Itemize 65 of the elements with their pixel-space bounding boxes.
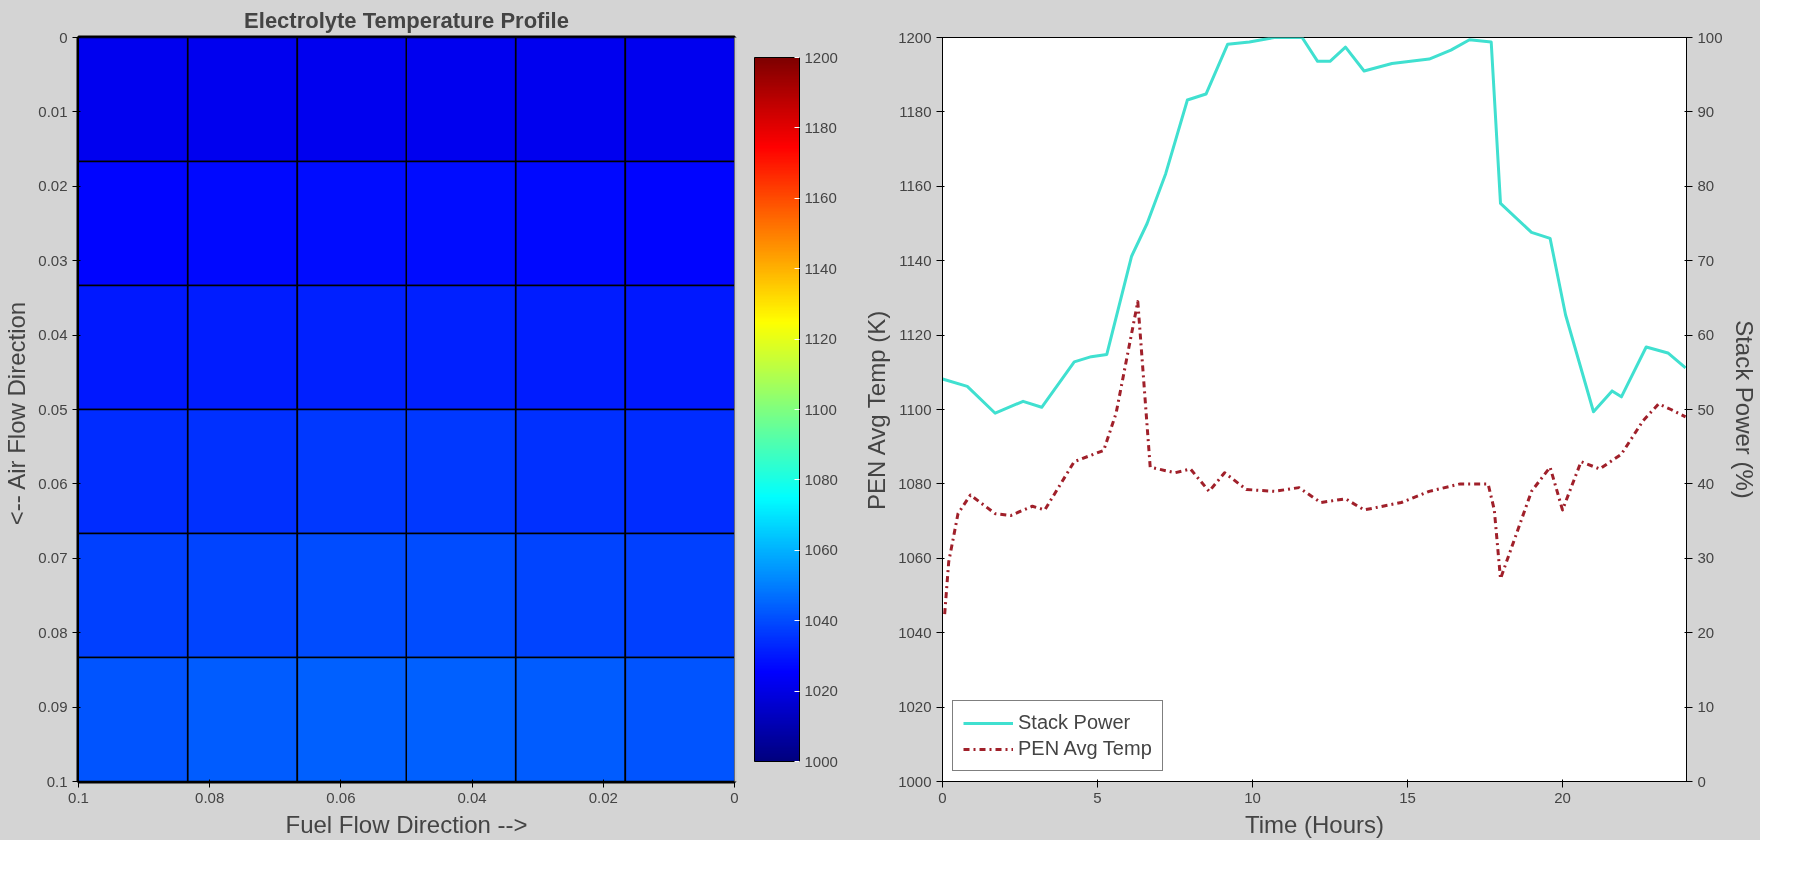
y2-tick-label: 20 bbox=[1697, 623, 1715, 641]
x-tick-label: 20 bbox=[1554, 788, 1571, 806]
y-tick-label: 1060 bbox=[898, 549, 932, 567]
y-tick-label: 0.1 bbox=[46, 772, 68, 790]
line-series bbox=[942, 37, 1687, 415]
x-tick-label: 0.06 bbox=[326, 788, 356, 806]
color-bar-label: 1060 bbox=[804, 541, 838, 559]
y-tick-label: 0.02 bbox=[38, 177, 68, 195]
y-tick-label: 1200 bbox=[898, 28, 932, 46]
y-tick-label: 0.04 bbox=[38, 326, 68, 344]
y-tick-label: 0.06 bbox=[38, 474, 68, 492]
chart-title: Electrolyte Temperature Profile bbox=[244, 7, 569, 33]
y-tick-label: 1000 bbox=[898, 772, 932, 790]
x-tick-label: 0.1 bbox=[68, 788, 89, 806]
y-tick-label: 1040 bbox=[898, 623, 932, 641]
color-bar-label: 1100 bbox=[804, 400, 837, 418]
y-axis-title: <-- Air Flow Direction bbox=[3, 301, 31, 526]
color-bar-label: 1160 bbox=[804, 189, 837, 207]
y-tick-label: 0.07 bbox=[38, 549, 68, 567]
y-tick-label: 0 bbox=[59, 28, 68, 46]
color-bar-label: 1040 bbox=[804, 611, 838, 629]
y2-tick-label: 70 bbox=[1697, 251, 1715, 269]
y-tick-label: 1100 bbox=[899, 400, 932, 418]
y-tick-label: 1080 bbox=[898, 474, 932, 492]
y2-tick-label: 100 bbox=[1697, 28, 1723, 46]
color-bar-label: 1180 bbox=[804, 118, 837, 136]
y2-tick-label: 10 bbox=[1697, 698, 1715, 716]
color-bar-label: 1200 bbox=[804, 48, 838, 66]
line-series bbox=[943, 300, 1687, 616]
y-tick-label: 0.08 bbox=[38, 623, 68, 641]
color-bar-label: 1140 bbox=[804, 259, 837, 277]
y2-tick-label: 60 bbox=[1697, 326, 1715, 344]
color-bar-label: 1080 bbox=[804, 470, 838, 488]
x-tick-label: 15 bbox=[1399, 788, 1416, 806]
color-bar-label: 1120 bbox=[804, 330, 837, 348]
y-tick-label: 1140 bbox=[899, 251, 932, 269]
y-tick-label: 0.01 bbox=[38, 102, 68, 120]
y-axis-title: PEN Avg Temp (K) bbox=[863, 310, 891, 510]
y-tick-label: 1020 bbox=[898, 698, 932, 716]
x-tick-label: 0.02 bbox=[588, 788, 618, 806]
x-tick-label: 0.04 bbox=[457, 788, 487, 806]
y-tick-label: 1180 bbox=[899, 102, 932, 120]
x-tick-label: 0 bbox=[730, 788, 739, 806]
x-axis-title: Time (Hours) bbox=[1244, 810, 1385, 838]
y2-tick-label: 40 bbox=[1697, 474, 1715, 492]
color-bar-label: 1020 bbox=[804, 682, 838, 700]
y-tick-label: 1160 bbox=[899, 177, 932, 195]
x-tick-label: 5 bbox=[1093, 788, 1102, 806]
x-axis-title: Fuel Flow Direction --> bbox=[285, 810, 528, 838]
y-tick-label: 0.05 bbox=[38, 400, 68, 418]
y-tick-label: 0.03 bbox=[38, 251, 68, 269]
y-tick-label: 0.09 bbox=[38, 698, 68, 716]
x-tick-label: 0.08 bbox=[195, 788, 225, 806]
y2-tick-label: 30 bbox=[1697, 549, 1715, 567]
x-tick-label: 0 bbox=[938, 788, 947, 806]
legend-label: Stack Power bbox=[1018, 711, 1131, 734]
y2-tick-label: 50 bbox=[1697, 400, 1715, 418]
y2-axis-title: Stack Power (%) bbox=[1730, 320, 1758, 499]
legend-label: PEN Avg Temp bbox=[1018, 737, 1152, 760]
y2-tick-label: 80 bbox=[1697, 177, 1715, 195]
y2-tick-label: 90 bbox=[1697, 102, 1715, 120]
y2-tick-label: 0 bbox=[1697, 772, 1706, 790]
color-bar-label: 1000 bbox=[804, 752, 838, 770]
y-tick-label: 1120 bbox=[899, 326, 932, 344]
x-tick-label: 10 bbox=[1244, 788, 1261, 806]
